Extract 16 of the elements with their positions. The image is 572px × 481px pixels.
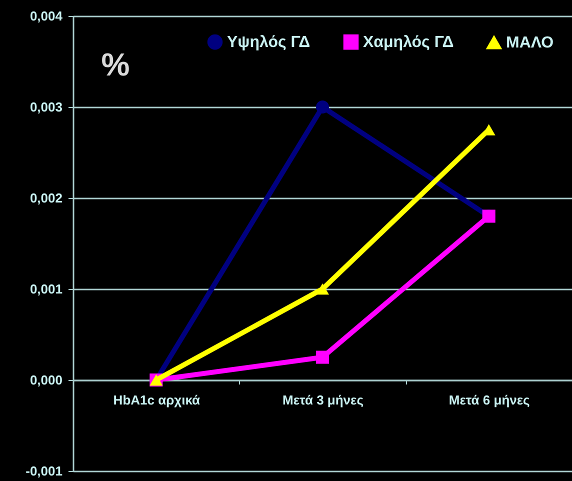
legend-label: Υψηλός ΓΔ (227, 34, 310, 52)
point (316, 100, 330, 114)
legend-label: Χαμηλός ΓΔ (363, 34, 454, 52)
point (316, 283, 330, 295)
y-tick-label: 0,001 (30, 282, 62, 296)
x-tick-label: Μετά 3 μήνες (282, 392, 364, 408)
y-tick-label: 0,004 (30, 8, 64, 24)
y-axis-title: % (101, 46, 130, 82)
x-tick-label: Μετά 6 μήνες (448, 392, 530, 408)
point (316, 350, 330, 364)
y-tick-label: 0,000 (30, 372, 62, 388)
y-tick-label: 0,003 (30, 100, 62, 114)
y-tick-label: 0,002 (30, 190, 62, 206)
y-tick-label: -0,001 (26, 464, 62, 478)
x-tick-label: HbA1c αρχικά (113, 392, 200, 408)
legend-label: ΜΑΛΟ (506, 34, 554, 52)
